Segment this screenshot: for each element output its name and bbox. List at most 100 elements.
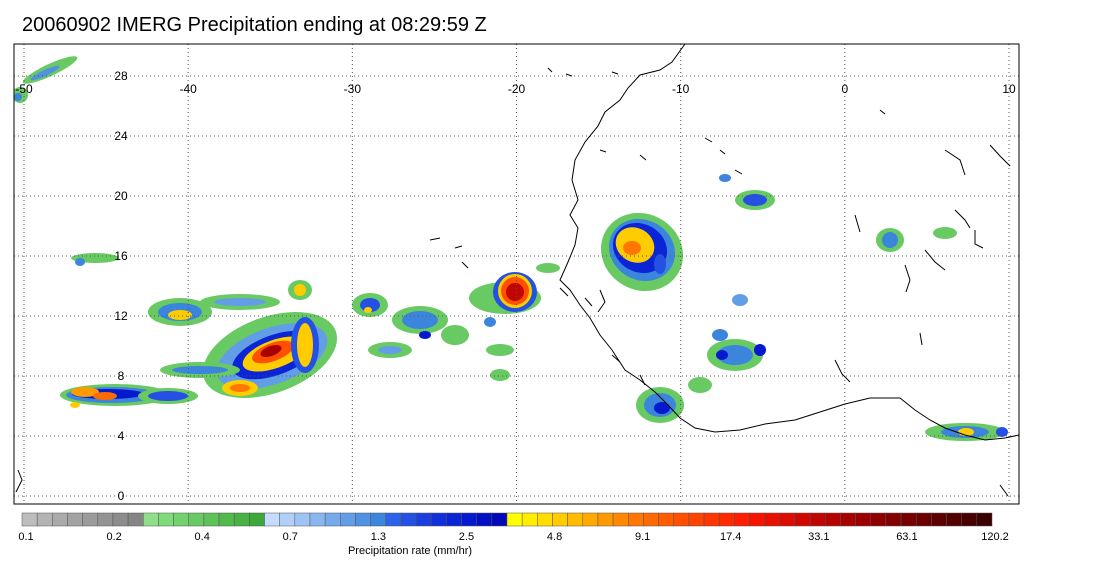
colorbar-tick-label: 4.8	[547, 531, 562, 543]
colorbar-swatch	[552, 512, 568, 527]
colorbar-swatch	[82, 512, 99, 527]
lat-tick-label: 12	[114, 309, 128, 323]
page-title: 20060902 IMERG Precipitation ending at 0…	[22, 14, 487, 36]
colorbar-swatch	[279, 512, 296, 527]
colorbar-swatch	[173, 512, 189, 527]
lon-tick-label: -40	[179, 82, 197, 96]
lat-tick-label: 4	[118, 429, 125, 443]
colorbar-swatch	[97, 512, 114, 527]
colorbar-swatch	[688, 512, 705, 527]
colorbar-swatch	[52, 512, 68, 527]
lon-tick-label: 0	[841, 82, 848, 96]
colorbar-swatch	[430, 512, 447, 527]
colorbar-swatch	[264, 512, 280, 527]
colorbar-swatch	[355, 512, 371, 527]
colorbar-swatch	[718, 512, 735, 527]
latitude-labels: 28 24 20 16 12 8 4 0	[114, 69, 128, 503]
colorbar-tick-label: 33.1	[808, 531, 829, 543]
colorbar-swatch	[734, 512, 750, 527]
colorbar-swatch	[127, 512, 144, 527]
colorbar-tick-label: 63.1	[896, 531, 917, 543]
lat-tick-label: 16	[114, 249, 128, 263]
colorbar-swatch	[643, 512, 659, 527]
colorbar-tick-label: 1.3	[371, 531, 386, 543]
colorbar-swatch	[794, 512, 811, 527]
colorbar-swatch	[749, 512, 765, 527]
colorbar-swatch	[840, 512, 856, 527]
colorbar-swatch	[370, 512, 386, 527]
colorbar-swatch	[324, 512, 341, 527]
lat-tick-label: 8	[118, 369, 125, 383]
colorbar-tick-label: 0.7	[283, 531, 298, 543]
colorbar-swatch	[249, 512, 265, 527]
lat-tick-label: 0	[118, 489, 125, 503]
colorbar-swatch	[537, 512, 553, 527]
colorbar	[21, 512, 993, 527]
colorbar-swatch	[294, 512, 311, 527]
colorbar-swatch	[521, 512, 538, 527]
colorbar-swatch	[673, 512, 690, 527]
colorbar-swatch	[779, 512, 796, 527]
colorbar-tick-label: 120.2	[981, 531, 1009, 543]
lon-tick-label: -50	[15, 82, 33, 96]
colorbar-swatch	[567, 512, 584, 527]
lon-tick-label: -30	[344, 82, 362, 96]
colorbar-swatch	[415, 512, 432, 527]
colorbar-swatch	[931, 512, 947, 527]
colorbar-swatch	[809, 512, 826, 527]
colorbar-swatch	[188, 512, 205, 527]
colorbar-tick-labels: 0.1 0.2 0.4 0.7 1.3 2.5 4.8 9.1 17.4 33.1 63.1 120.…	[18, 531, 1008, 543]
colorbar-swatch	[597, 512, 614, 527]
colorbar-tick-label: 9.1	[635, 531, 650, 543]
colorbar-swatch	[158, 512, 174, 527]
colorbar-swatch	[855, 512, 871, 527]
colorbar-swatch	[885, 512, 902, 527]
colorbar-swatch	[385, 512, 402, 527]
colorbar-swatch	[976, 512, 993, 527]
colorbar-swatch	[36, 512, 53, 527]
lat-tick-label: 20	[114, 189, 128, 203]
colorbar-swatch	[476, 512, 493, 527]
colorbar-swatch	[143, 512, 159, 527]
map-grid	[14, 44, 1019, 504]
colorbar-swatch	[203, 512, 220, 527]
colorbar-tick-label: 2.5	[459, 531, 474, 543]
colorbar-swatch	[67, 512, 83, 527]
longitude-labels: -50 -40 -30 -20 -10 0 10	[15, 82, 1016, 96]
colorbar-swatch	[961, 512, 978, 527]
colorbar-swatch	[446, 512, 462, 527]
colorbar-tick-label: 0.4	[195, 531, 210, 543]
lat-tick-label: 24	[114, 129, 128, 143]
colorbar-tick-label: 0.2	[106, 531, 121, 543]
colorbar-swatch	[915, 512, 932, 527]
colorbar-swatch	[825, 512, 841, 527]
colorbar-swatch	[309, 512, 326, 527]
colorbar-swatch	[764, 512, 781, 527]
plot-frame	[13, 43, 1020, 505]
precipitation-field	[14, 56, 1008, 441]
colorbar-swatch	[340, 512, 356, 527]
colorbar-swatch	[233, 512, 250, 527]
colorbar-label: Precipitation rate (mm/hr)	[348, 545, 472, 557]
lat-tick-label: 28	[114, 69, 128, 83]
colorbar-swatch	[112, 512, 129, 527]
colorbar-tick-label: 0.1	[18, 531, 33, 543]
colorbar-swatch	[703, 512, 720, 527]
lon-tick-label: -20	[508, 82, 526, 96]
colorbar-swatch	[218, 512, 235, 527]
colorbar-swatch	[461, 512, 477, 527]
colorbar-swatch	[491, 512, 508, 527]
colorbar-swatch	[612, 512, 629, 527]
colorbar-swatch	[900, 512, 917, 527]
colorbar-swatch	[658, 512, 674, 527]
colorbar-swatch	[506, 512, 523, 527]
colorbar-swatch	[870, 512, 887, 527]
lon-tick-label: 10	[1002, 82, 1016, 96]
coastline	[15, 44, 1019, 497]
colorbar-swatch	[21, 512, 38, 527]
colorbar-swatch	[582, 512, 599, 527]
colorbar-tick-label: 17.4	[720, 531, 741, 543]
colorbar-swatch	[946, 512, 962, 527]
lon-tick-label: -10	[672, 82, 690, 96]
